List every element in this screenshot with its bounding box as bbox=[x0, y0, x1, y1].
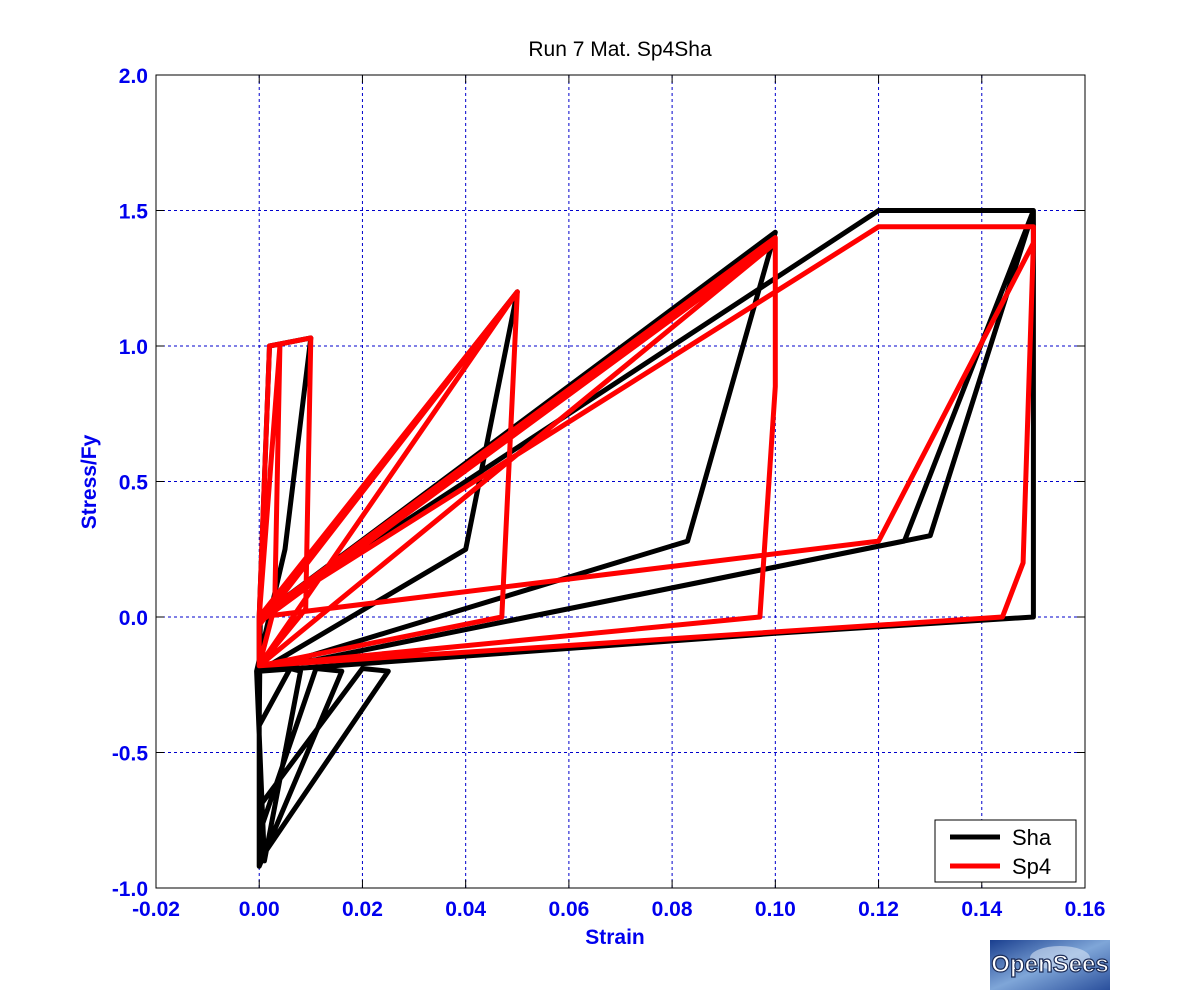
y-tick-label: 1.0 bbox=[119, 336, 148, 359]
x-tick-label: 0.12 bbox=[858, 898, 899, 921]
x-tick-label: 0.14 bbox=[961, 898, 1002, 921]
x-tick-label: 0.00 bbox=[239, 898, 280, 921]
x-tick-label: -0.02 bbox=[132, 898, 180, 921]
y-tick-label: 0.5 bbox=[119, 472, 149, 495]
y-tick-label: -1.0 bbox=[112, 878, 148, 901]
y-tick-label: 0.0 bbox=[119, 607, 148, 630]
series-line-sp4 bbox=[256, 224, 1036, 669]
x-tick-label: 0.06 bbox=[548, 898, 589, 921]
y-tick-labels: -1.0 -0.5 0.0 0.5 1.0 1.5 2.0 bbox=[112, 65, 1085, 901]
y-axis-label: Stress/Fy bbox=[78, 434, 101, 529]
y-tick-label: -0.5 bbox=[112, 743, 149, 766]
y-tick-label: 1.5 bbox=[119, 201, 149, 224]
x-tick-label: 0.16 bbox=[1065, 898, 1106, 921]
x-tick-label: 0.08 bbox=[652, 898, 693, 921]
y-tick-label: 2.0 bbox=[119, 65, 148, 88]
legend-box bbox=[934, 819, 1077, 883]
x-axis-label: Strain bbox=[585, 926, 645, 949]
x-tick-labels: -0.02 0.00 0.02 0.04 0.06 0.08 0.10 0.12 0.14 0.1… bbox=[132, 75, 1105, 921]
chart-title: Run 7 Mat. Sp4Sha bbox=[528, 38, 712, 61]
x-tick-label: 0.10 bbox=[755, 898, 796, 921]
legend-label-sp4: Sp4 bbox=[1012, 854, 1051, 879]
legend: Sha Sp4 bbox=[934, 819, 1077, 883]
opensees-logo: OpenSees bbox=[990, 940, 1110, 990]
legend-label-sha: Sha bbox=[1012, 825, 1052, 850]
series-lines bbox=[254, 208, 1036, 869]
logo-text: OpenSees bbox=[991, 951, 1108, 978]
x-tick-label: 0.02 bbox=[342, 898, 383, 921]
x-tick-label: 0.04 bbox=[445, 898, 486, 921]
